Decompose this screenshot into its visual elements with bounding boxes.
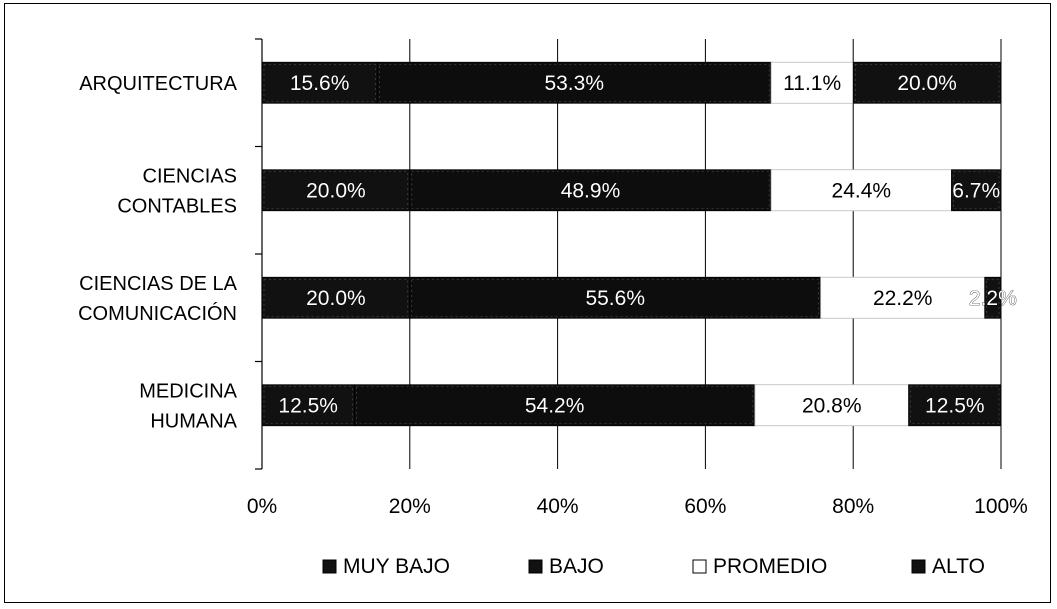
- data-label: 12.5%: [278, 394, 338, 417]
- legend: MUY BAJO BAJO PROMEDIO ALTO: [322, 555, 985, 578]
- bar-segment-texture: [854, 63, 1000, 102]
- bar-segment-texture: [953, 171, 1000, 210]
- bar-segment-texture: [263, 63, 376, 102]
- bar-segment: [770, 169, 952, 212]
- x-tick-label: 0%: [247, 495, 277, 518]
- bar-segment: [754, 384, 910, 427]
- data-label: 6.7%: [952, 179, 1000, 202]
- data-label: 55.6%: [585, 287, 645, 310]
- x-tick-label: 40%: [537, 495, 579, 518]
- bar-segment-texture: [411, 278, 819, 317]
- data-label: 20.0%: [306, 179, 366, 202]
- bar-segment: [353, 384, 756, 427]
- legend-label: PROMEDIO: [713, 555, 827, 578]
- data-label: 15.6%: [290, 72, 350, 95]
- legend-swatch: [322, 559, 337, 574]
- category-label: ARQUITECTURA: [79, 73, 237, 95]
- x-tick-label: 60%: [684, 495, 726, 518]
- data-label: 20.8%: [802, 394, 862, 417]
- bar-segment: [261, 61, 378, 104]
- bar-segment-texture: [378, 63, 770, 102]
- category-label: HUMANA: [150, 410, 237, 432]
- category-label: COMUNICACIÓN: [78, 302, 237, 325]
- category-label: CIENCIAS DE LA: [79, 273, 237, 295]
- bar-segment: [261, 169, 411, 212]
- bar-segment-texture: [263, 386, 353, 425]
- data-label: 22.2%: [873, 287, 933, 310]
- category-label: MEDICINA: [139, 380, 237, 402]
- bar-segment-texture: [356, 386, 754, 425]
- data-label: 54.2%: [525, 394, 585, 417]
- bar-segment-texture: [910, 386, 1000, 425]
- axes: 0% 20% 40% 60% 80% 100% ARQUITECTURA CIENCIAS CO…: [78, 38, 1028, 518]
- bar-segment: [820, 276, 986, 319]
- data-label: 48.9%: [561, 179, 621, 202]
- x-tick-label: 20%: [389, 495, 431, 518]
- bar-segment: [409, 169, 772, 212]
- bars: 15.6% 53.3% 11.1% 20.0% 20.0% 48.9% 24.4% 6.7% 2…: [261, 61, 1017, 427]
- bar-segment: [261, 276, 411, 319]
- bar-segment-texture: [263, 278, 409, 317]
- legend-swatch: [911, 559, 926, 574]
- x-tick-label: 100%: [974, 495, 1028, 518]
- bar-segment: [908, 384, 1002, 427]
- chart-frame: 15.6% 53.3% 11.1% 20.0% 20.0% 48.9% 24.4% 6.7% 2…: [4, 3, 1051, 603]
- data-label: 2.2%: [969, 287, 1017, 310]
- legend-swatch: [692, 559, 707, 574]
- category-label: CONTABLES: [117, 195, 237, 217]
- legend-swatch: [528, 559, 543, 574]
- bar-segment: [984, 276, 1002, 319]
- bar-segment: [409, 276, 822, 319]
- bar-segment: [951, 169, 1002, 212]
- bar-segment: [376, 61, 772, 104]
- category-label: CIENCIAS: [143, 165, 237, 187]
- data-label: 12.5%: [925, 394, 985, 417]
- legend-label: ALTO: [932, 555, 985, 578]
- x-tick-label: 80%: [832, 495, 874, 518]
- data-label: 20.0%: [306, 287, 366, 310]
- legend-label: MUY BAJO: [343, 555, 450, 578]
- stacked-bar-chart: 15.6% 53.3% 11.1% 20.0% 20.0% 48.9% 24.4% 6.7% 2…: [78, 38, 1028, 578]
- data-label: 11.1%: [783, 72, 841, 95]
- bar-segment-texture: [411, 171, 770, 210]
- data-label: 20.0%: [897, 72, 957, 95]
- legend-label: BAJO: [549, 555, 604, 578]
- bar-segment: [852, 61, 1002, 104]
- data-label: 24.4%: [832, 179, 892, 202]
- data-label: 53.3%: [544, 72, 604, 95]
- bar-segment-texture: [263, 171, 409, 210]
- bar-segment-texture: [986, 278, 1000, 317]
